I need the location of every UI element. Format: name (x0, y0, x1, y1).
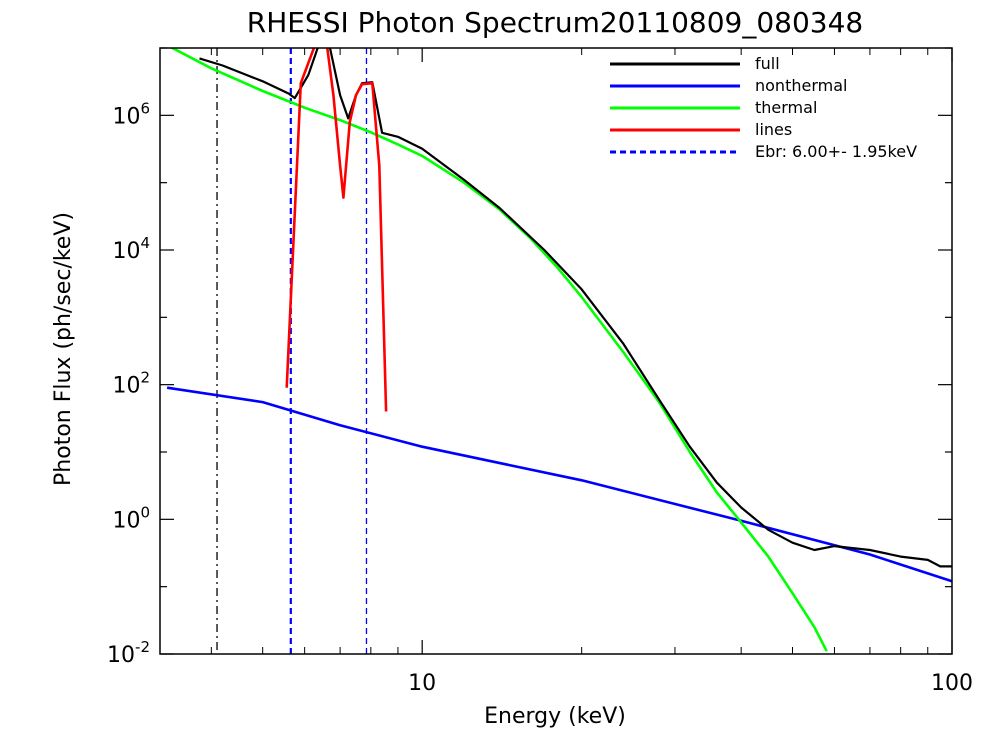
x-axis-label: Energy (keV) (484, 704, 626, 729)
y-tick-label: 10-2 (107, 638, 150, 668)
series-nonthermal-line (166, 386, 952, 583)
axis-ticks: 10 100 10-2 100 102 104 106 (107, 47, 973, 696)
vertical-markers (216, 48, 368, 654)
plot-frame (159, 47, 953, 655)
y-tick-label: 106 (112, 99, 150, 129)
legend-label-3: thermal (755, 98, 817, 117)
series-thermal-line (169, 48, 828, 652)
legend-label-5: Ebr: 6.00+- 1.95keV (755, 142, 917, 161)
legend-label-1: full (755, 54, 780, 73)
legend-label-4: lines (755, 120, 792, 139)
y-axis-label: Photon Flux (ph/sec/keV) (51, 212, 76, 486)
x-tick-label: 100 (931, 671, 973, 696)
data-series (166, 48, 952, 652)
legend-label-2: nonthermal (755, 76, 847, 95)
series-lines-line (285, 48, 388, 412)
y-tick-label: 102 (112, 369, 150, 399)
legend: full nonthermal thermal lines Ebr: 6.00+- 1.… (610, 54, 917, 161)
y-tick-label: 104 (112, 234, 150, 264)
chart-title: RHESSI Photon Spectrum20110809_080348 (247, 6, 864, 39)
y-tick-label: 100 (112, 503, 150, 533)
series-full-line (199, 48, 952, 568)
x-tick-label: 10 (408, 671, 436, 696)
